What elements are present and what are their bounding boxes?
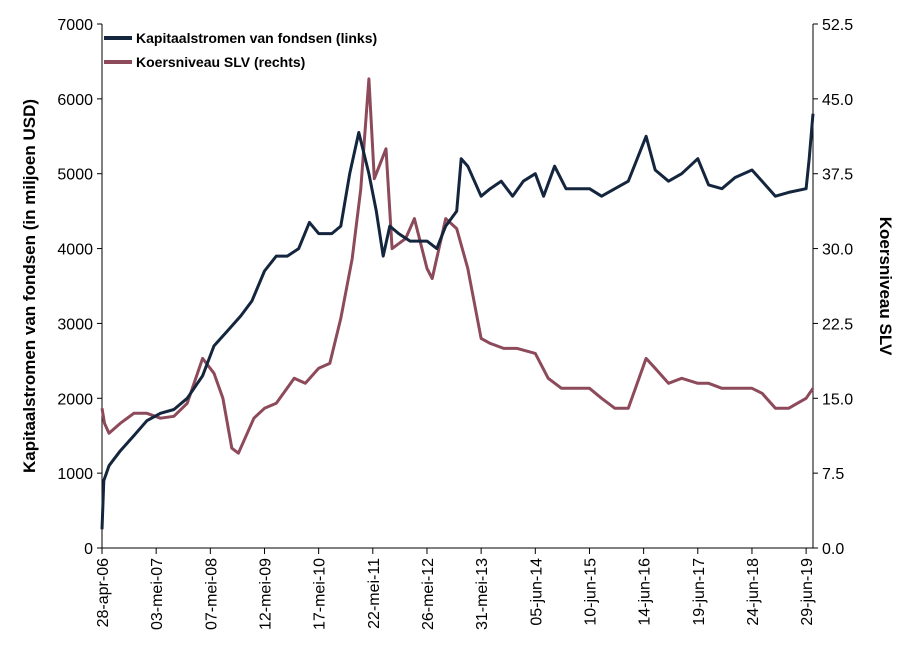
left-tick-label: 5000 [57,167,93,184]
right-axis-title: Koersniveau SLV [876,217,895,356]
series-line-price [100,77,815,455]
right-tick-label: 22.5 [822,316,853,333]
x-tick-label: 12-mei-09 [257,558,274,630]
right-tick-label: 52.5 [822,17,853,34]
right-tick-label: 30.0 [822,242,853,259]
legend-label: Koersniveau SLV (rechts) [136,54,305,70]
x-tick-label: 22-mei-11 [366,558,383,629]
right-tick-label: 45.0 [822,92,853,109]
left-tick-label: 4000 [57,242,93,259]
x-tick-label: 17-mei-10 [312,558,329,630]
x-tick-label: 03-mei-07 [149,558,166,630]
x-tick-label: 19-jun-17 [691,558,708,626]
legend: Kapitaalstromen van fondsen (links) Koers… [104,30,377,70]
right-tick-label: 7.5 [822,466,844,483]
right-tick-label: 37.5 [822,167,853,184]
right-tick-label: 0.0 [822,541,844,558]
right-tick-label: 15.0 [822,391,853,408]
x-tick-label: 07-mei-08 [203,558,220,630]
plot-frame [101,24,814,549]
left-tick-label: 1000 [57,466,93,483]
left-tick-label: 0 [84,541,93,558]
right-axis-ticks: 0.0 7.5 15.0 22.5 30.0 37.5 45.0 52.5 [813,17,853,558]
x-axis-ticks: 28-apr-06 03-mei-07 07-mei-08 12-mei-09 17-m… [95,548,816,630]
x-tick-label: 05-jun-14 [528,558,545,626]
left-tick-label: 7000 [57,17,93,34]
series-line-flows [100,113,815,530]
series-layer [100,77,815,530]
x-tick-label: 29-jun-19 [799,558,816,626]
legend-label: Kapitaalstromen van fondsen (links) [136,30,377,46]
left-tick-label: 3000 [57,316,93,333]
left-axis-title: Kapitaalstromen van fondsen (in miljoen … [20,99,39,473]
x-tick-label: 31-mei-13 [474,558,491,630]
x-tick-label: 10-jun-15 [582,558,599,626]
left-axis-ticks: 0 1000 2000 3000 4000 5000 6000 7000 [57,17,102,558]
x-tick-label: 14-jun-16 [637,558,654,626]
left-tick-label: 6000 [57,92,93,109]
x-tick-label: 28-apr-06 [95,558,112,627]
x-tick-label: 24-jun-18 [745,558,762,626]
left-tick-label: 2000 [57,391,93,408]
x-tick-label: 26-mei-12 [420,558,437,630]
